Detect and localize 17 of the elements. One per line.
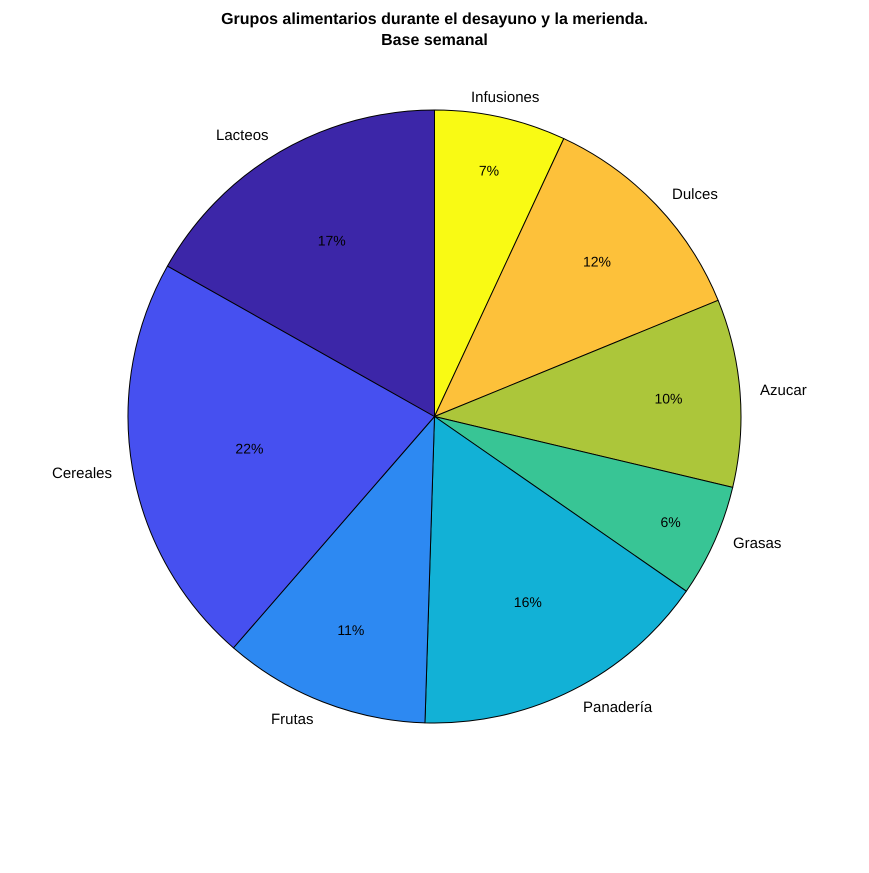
data-label: 16% (514, 594, 542, 610)
data-label: 10% (654, 390, 682, 406)
chart-title: Grupos alimentarios durante el desayuno y la merienda. Base semanal (221, 11, 648, 49)
slice-label: Dulces (672, 186, 718, 203)
slice-label: Grasas (733, 535, 782, 552)
data-label: 6% (660, 514, 681, 530)
slice-label: Azucar (760, 382, 807, 399)
data-label: 22% (235, 440, 264, 456)
slice-label: Panadería (583, 699, 653, 716)
slice-label: Lacteos (216, 127, 269, 144)
slice-label: Frutas (271, 711, 314, 728)
data-label: 11% (337, 622, 364, 638)
slice-label: Cereales (52, 465, 112, 482)
data-label: 7% (478, 162, 500, 178)
slice-label: Infusiones (471, 89, 540, 106)
data-label: 12% (582, 253, 611, 270)
data-label: 17% (318, 232, 346, 249)
